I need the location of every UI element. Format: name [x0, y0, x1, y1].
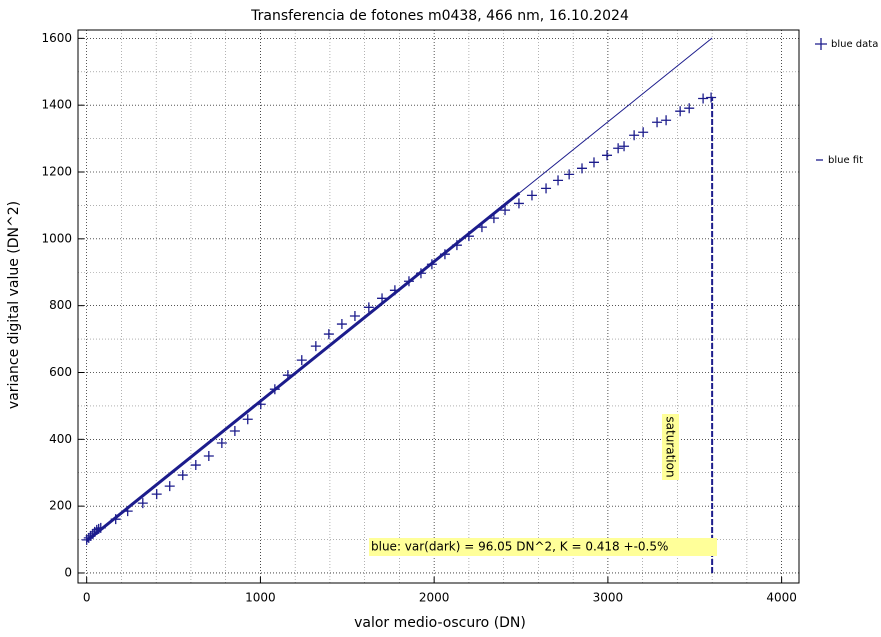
data-point: [684, 103, 695, 114]
data-point: [613, 143, 624, 154]
annotation: blue: var(dark) = 96.05 DN^2, K = 0.418 …: [371, 540, 668, 554]
data-point: [349, 311, 360, 322]
data-point: [661, 115, 672, 126]
x-tick-label: 1000: [245, 591, 276, 605]
data-point: [95, 522, 106, 533]
data-point: [706, 92, 717, 103]
saturation-label: saturation: [664, 416, 678, 477]
legend-label: blue data: [831, 39, 878, 50]
data-point: [323, 329, 334, 340]
y-tick-label: 1600: [41, 31, 72, 45]
data-point: [81, 534, 92, 545]
data-point: [564, 169, 575, 180]
data-point: [85, 530, 96, 541]
data-point: [652, 117, 663, 128]
data-point: [216, 437, 227, 448]
data-point: [91, 524, 102, 535]
data-point: [282, 370, 293, 381]
data-point: [310, 341, 321, 352]
legend-marker: [815, 38, 827, 50]
y-axis-label: variance digital value (DN^2): [6, 201, 22, 409]
data-point: [83, 532, 94, 543]
data-point: [93, 523, 104, 534]
data-point: [577, 163, 588, 174]
annotation-bg: [369, 538, 717, 556]
data-point: [629, 130, 640, 141]
data-point: [500, 205, 511, 216]
x-tick-label: 2000: [419, 591, 450, 605]
data-point: [336, 319, 347, 330]
data-point: [377, 293, 388, 304]
data-point: [389, 285, 400, 296]
data-point: [110, 514, 121, 525]
data-point: [415, 268, 426, 279]
data-point: [526, 190, 537, 201]
x-tick-label: 3000: [593, 591, 624, 605]
y-tick-label: 1400: [41, 98, 72, 112]
x-tick-label: 0: [83, 591, 91, 605]
y-tick-label: 400: [49, 432, 72, 446]
data-point: [541, 183, 552, 194]
data-point: [698, 93, 709, 104]
data-point: [151, 489, 162, 500]
data-point: [229, 425, 240, 436]
data-point: [87, 528, 98, 539]
data-point: [638, 127, 649, 138]
legend-label: blue fit: [828, 155, 863, 166]
chart-title: Transferencia de fotones m0438, 466 nm, …: [250, 8, 629, 24]
data-point: [602, 150, 613, 161]
data-point: [553, 175, 564, 186]
data-point: [164, 481, 175, 492]
data-point: [488, 213, 499, 224]
data-point: [190, 460, 201, 471]
x-tick-label: 4000: [766, 591, 797, 605]
data-point: [242, 414, 253, 425]
data-point: [269, 384, 280, 395]
data-point: [463, 231, 474, 242]
y-tick-label: 200: [49, 499, 72, 513]
y-tick-label: 1200: [41, 165, 72, 179]
data-point: [439, 249, 450, 260]
data-point: [451, 240, 462, 251]
data-point: [675, 106, 686, 117]
data-point: [177, 470, 188, 481]
saturation-label-bg: [662, 414, 679, 480]
y-tick-label: 0: [64, 565, 72, 579]
data-point: [513, 198, 524, 209]
data-point: [203, 451, 214, 462]
data-point: [588, 157, 599, 168]
data-point: [363, 302, 374, 313]
data-point: [255, 399, 266, 410]
y-tick-label: 1000: [41, 231, 72, 245]
y-tick-label: 800: [49, 298, 72, 312]
x-axis-label: valor medio-oscuro (DN): [354, 615, 526, 631]
data-point: [426, 259, 437, 270]
y-tick-label: 600: [49, 365, 72, 379]
data-point: [403, 276, 414, 287]
data-point: [137, 498, 148, 509]
data-point: [619, 141, 630, 152]
fit-segment: [85, 191, 521, 543]
data-point: [122, 506, 133, 517]
data-point: [476, 222, 487, 233]
plot-frame: [77, 29, 800, 584]
data-point: [296, 355, 307, 366]
